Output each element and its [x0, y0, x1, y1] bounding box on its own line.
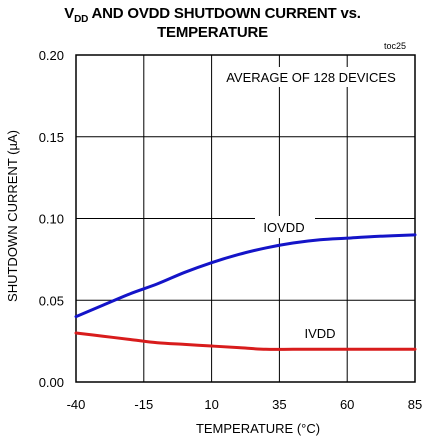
- y-axis-label: SHUTDOWN CURRENT (µA): [5, 130, 20, 302]
- x-tick-label: -40: [67, 397, 86, 412]
- x-tick-labels: -40 -15 10 35 60 85: [67, 397, 423, 412]
- y-tick-label: 0.05: [39, 293, 64, 308]
- x-tick-label: -15: [134, 397, 153, 412]
- annotation-text: AVERAGE OF 128 DEVICES: [226, 70, 396, 85]
- x-tick-label: 60: [340, 397, 354, 412]
- x-tick-label: 35: [272, 397, 286, 412]
- y-tick-labels: 0.00 0.05 0.10 0.15 0.20: [39, 48, 64, 390]
- y-tick-label: 0.00: [39, 375, 64, 390]
- grid-lines: [76, 55, 415, 382]
- x-tick-label: 85: [408, 397, 422, 412]
- series-label-iovdd: IOVDD: [263, 220, 304, 235]
- y-tick-label: 0.15: [39, 130, 64, 145]
- x-axis-label: TEMPERATURE (°C): [196, 421, 320, 436]
- series-group: [76, 235, 415, 350]
- series-line-iovdd: [76, 235, 415, 317]
- series-label-ivdd: IVDD: [304, 326, 335, 341]
- series-line-ivdd: [76, 333, 415, 349]
- y-tick-label: 0.10: [39, 212, 64, 227]
- x-tick-label: 10: [204, 397, 218, 412]
- y-tick-label: 0.20: [39, 48, 64, 63]
